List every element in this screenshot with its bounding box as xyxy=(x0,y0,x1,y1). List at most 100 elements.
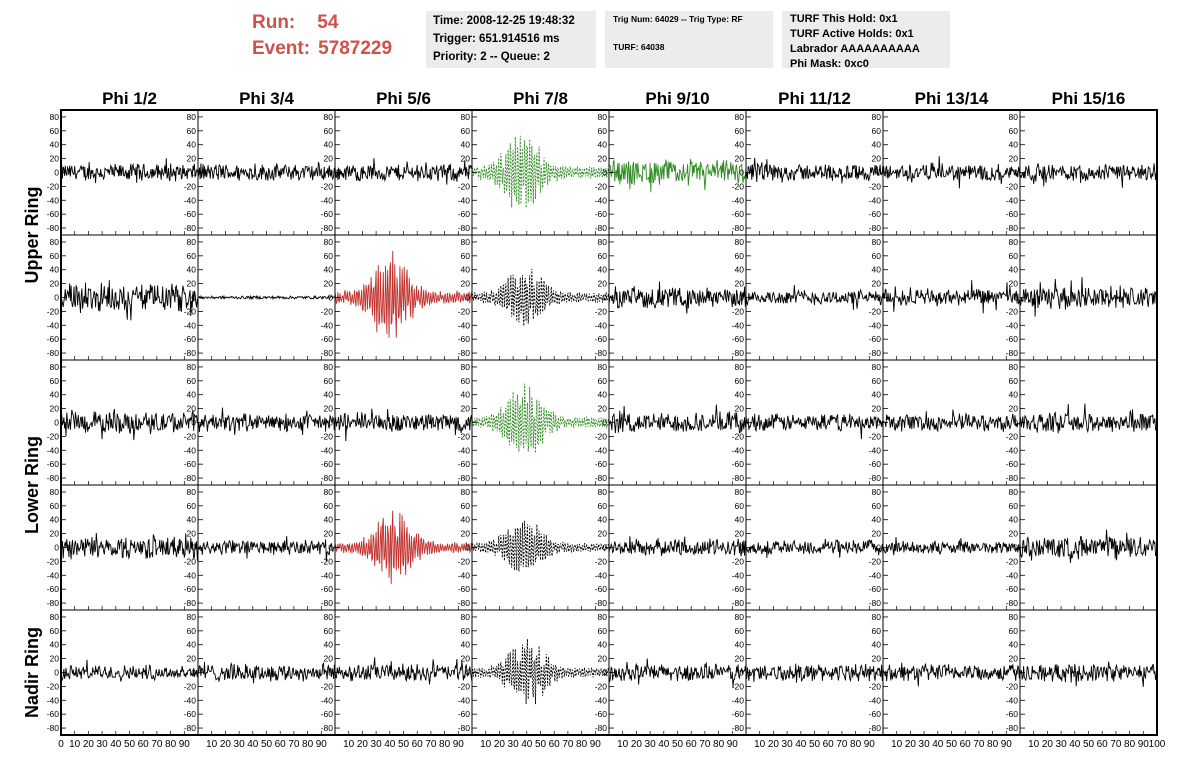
x-tick-label: 70 xyxy=(699,739,711,750)
waveform-trace xyxy=(471,520,610,572)
y-tick-label: -80 xyxy=(732,723,745,733)
y-tick-label: 40 xyxy=(324,140,334,150)
y-tick-label: -60 xyxy=(458,709,471,719)
y-tick-label: -20 xyxy=(47,681,60,691)
x-tick-label: 40 xyxy=(384,739,396,750)
y-tick-label: 0 xyxy=(739,418,744,428)
y-tick-label: 40 xyxy=(598,265,608,275)
x-tick-label: 40 xyxy=(658,739,670,750)
y-tick-label: 20 xyxy=(1009,529,1019,539)
y-tick-label: 60 xyxy=(324,626,334,636)
x-tick-label: 30 xyxy=(1056,739,1068,750)
y-tick-label: -80 xyxy=(458,598,471,608)
y-tick-label: 40 xyxy=(872,640,882,650)
y-tick-label: -40 xyxy=(732,320,745,330)
waveform-trace xyxy=(882,156,1021,189)
waveform-cell-frame xyxy=(197,609,336,736)
y-tick-label: -20 xyxy=(869,556,882,566)
y-tick-label: 20 xyxy=(598,654,608,664)
y-tick-label: 0 xyxy=(1013,168,1018,178)
x-tick-label: 80 xyxy=(987,739,999,750)
y-tick-label: -40 xyxy=(595,570,608,580)
y-tick-label: 20 xyxy=(461,279,471,289)
y-tick-label: 40 xyxy=(1009,515,1019,525)
y-tick-label: 0 xyxy=(328,293,333,303)
y-tick-label: 80 xyxy=(324,237,334,247)
y-tick-label: -40 xyxy=(321,570,334,580)
column-header: Phi 15/16 xyxy=(1052,89,1126,108)
y-tick-label: -20 xyxy=(732,681,745,691)
y-tick-label: -20 xyxy=(732,556,745,566)
y-tick-label: 80 xyxy=(598,237,608,247)
y-tick-label: -80 xyxy=(184,723,197,733)
y-tick-label: 40 xyxy=(735,640,745,650)
waveform-trace xyxy=(60,659,199,682)
y-tick-label: 40 xyxy=(598,640,608,650)
y-tick-label: 0 xyxy=(465,543,470,553)
y-tick-label: 80 xyxy=(872,237,882,247)
y-tick-label: 40 xyxy=(50,140,60,150)
y-tick-label: 40 xyxy=(1009,640,1019,650)
y-tick-label: 0 xyxy=(739,543,744,553)
y-tick-label: 40 xyxy=(872,515,882,525)
y-tick-label: -40 xyxy=(184,195,197,205)
y-tick-label: -40 xyxy=(184,320,197,330)
event-header: Run: 54 Event: 5787229 Time: 2008-12-25 19… xyxy=(0,0,1196,80)
y-tick-label: -40 xyxy=(47,320,60,330)
y-tick-label: -60 xyxy=(184,584,197,594)
x-tick-label: 40 xyxy=(932,739,944,750)
y-tick-label: 80 xyxy=(598,362,608,372)
y-tick-label: -60 xyxy=(321,209,334,219)
y-tick-label: -40 xyxy=(1006,320,1019,330)
y-tick-label: 0 xyxy=(602,543,607,553)
x-tick-label: 50 xyxy=(124,739,136,750)
x-tick-label: 40 xyxy=(247,739,259,750)
y-tick-label: 80 xyxy=(735,612,745,622)
y-tick-label: 80 xyxy=(735,362,745,372)
y-tick-label: -60 xyxy=(47,209,60,219)
x-tick-label: 90 xyxy=(590,739,602,750)
waveform-trace xyxy=(1019,661,1158,687)
event-label: Event: xyxy=(252,38,311,59)
x-tick-label: 10 xyxy=(617,739,629,750)
y-tick-label: 60 xyxy=(598,376,608,386)
y-tick-label: 40 xyxy=(598,140,608,150)
waveform-trace xyxy=(197,407,336,436)
y-tick-label: -60 xyxy=(869,209,882,219)
y-tick-label: 20 xyxy=(324,154,334,164)
y-tick-label: 20 xyxy=(598,529,608,539)
y-tick-label: 40 xyxy=(1009,265,1019,275)
y-tick-label: -20 xyxy=(869,306,882,316)
row-label: Upper Ring xyxy=(22,187,42,284)
y-tick-label: 60 xyxy=(735,626,745,636)
grid-border xyxy=(60,109,1158,736)
x-tick-label: 90 xyxy=(179,739,191,750)
y-tick-label: -40 xyxy=(595,445,608,455)
y-tick-label: -20 xyxy=(458,306,471,316)
turf-line: TURF: 64038 xyxy=(613,42,665,52)
waveform-trace xyxy=(882,662,1021,687)
run-event-box: Run: 54 Event: 5787229 xyxy=(252,10,392,62)
y-tick-label: 0 xyxy=(465,168,470,178)
waveform-trace xyxy=(334,250,473,338)
y-tick-label: 40 xyxy=(50,265,60,275)
y-tick-label: 60 xyxy=(872,501,882,511)
y-tick-label: -60 xyxy=(869,584,882,594)
waveform-trace xyxy=(60,158,199,184)
waveform-trace xyxy=(745,538,884,558)
y-tick-label: -20 xyxy=(458,681,471,691)
x-tick-label: 70 xyxy=(151,739,163,750)
y-tick-label: 20 xyxy=(187,654,197,664)
y-tick-label: 40 xyxy=(461,515,471,525)
y-tick-label: -80 xyxy=(47,473,60,483)
y-tick-label: 60 xyxy=(324,376,334,386)
x-tick-label: 50 xyxy=(946,739,958,750)
x-tick-label: 90 xyxy=(1138,739,1150,750)
x-tick-label: 40 xyxy=(795,739,807,750)
y-tick-label: -80 xyxy=(321,723,334,733)
x-tick-label: 30 xyxy=(919,739,931,750)
y-tick-label: -60 xyxy=(732,334,745,344)
y-tick-label: 60 xyxy=(461,251,471,261)
y-tick-label: -40 xyxy=(1006,445,1019,455)
waveform-trace xyxy=(334,510,473,585)
